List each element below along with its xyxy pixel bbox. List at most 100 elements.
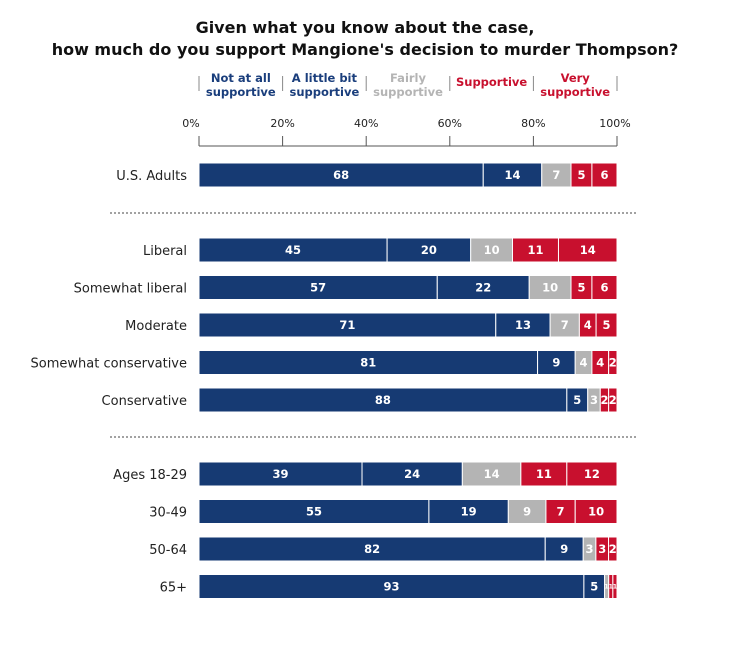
bar-segment — [537, 350, 576, 375]
bar-segment — [557, 237, 618, 263]
bar-segment — [386, 237, 472, 263]
legend-label: Supportive — [456, 75, 527, 89]
bar-segment — [198, 275, 438, 300]
category-label: 50-64 — [149, 543, 187, 558]
data-label: 10 — [588, 505, 604, 519]
bar-segment — [361, 461, 463, 487]
legend-label: supportive — [540, 85, 610, 99]
chart-title-line-2: how much do you support Mangione's decis… — [51, 40, 679, 59]
data-label: 10 — [542, 281, 558, 295]
data-label: 1 — [613, 584, 617, 591]
bar-segment — [544, 536, 584, 562]
bar-segment — [574, 499, 618, 524]
data-label: 14 — [580, 243, 596, 257]
data-label: 3 — [590, 393, 598, 407]
bar-segment — [198, 350, 539, 375]
data-label: 93 — [383, 580, 399, 594]
bar-segment — [198, 461, 363, 487]
data-label: 82 — [364, 542, 380, 556]
category-label: Conservative — [102, 394, 187, 409]
bar-segment — [608, 387, 618, 413]
data-label: 4 — [580, 356, 588, 370]
bar-segment — [566, 461, 618, 487]
legend-label: A little bit — [292, 71, 358, 85]
bar-segment — [549, 312, 580, 338]
data-label: 5 — [573, 393, 581, 407]
data-label: 55 — [306, 505, 322, 519]
category-label: U.S. Adults — [116, 169, 187, 184]
legend-label: Fairly — [390, 71, 426, 85]
data-label: 24 — [404, 467, 420, 481]
legend-label: supportive — [373, 85, 443, 99]
data-label: 11 — [536, 467, 552, 481]
bar-segment — [608, 536, 618, 562]
bar-segment — [198, 312, 497, 338]
x-tick-label: 40% — [354, 117, 378, 130]
legend-label: supportive — [206, 85, 276, 99]
bar-segment — [545, 499, 576, 524]
bar-segment — [612, 574, 618, 599]
category-label: Somewhat conservative — [31, 357, 187, 372]
category-label: Somewhat liberal — [74, 282, 187, 297]
data-label: 13 — [515, 318, 531, 332]
data-label: 45 — [285, 243, 301, 257]
data-label: 5 — [603, 318, 611, 332]
category-label: Ages 18-29 — [113, 468, 187, 483]
data-label: 11 — [527, 243, 543, 257]
data-label: 7 — [552, 168, 560, 182]
data-label: 81 — [360, 356, 376, 370]
bar-segment — [528, 275, 572, 300]
x-tick-label: 0% — [182, 117, 199, 130]
data-label: 9 — [560, 542, 568, 556]
data-label: 10 — [484, 243, 500, 257]
x-tick-label: 80% — [521, 117, 545, 130]
bar-segment — [198, 162, 484, 188]
data-label: 14 — [484, 467, 500, 481]
bar-segment — [461, 461, 522, 487]
bar-segment — [198, 387, 568, 413]
x-tick-label: 60% — [438, 117, 462, 130]
category-label: 30-49 — [149, 506, 187, 521]
legend-label: supportive — [289, 85, 359, 99]
data-label: 3 — [586, 542, 594, 556]
bar-segment — [591, 275, 618, 300]
bar-segment — [541, 162, 572, 188]
bar-segment — [591, 162, 618, 188]
bar-segment — [428, 499, 509, 524]
bar-segment — [198, 237, 388, 263]
data-label: 57 — [310, 281, 326, 295]
data-label: 5 — [577, 168, 585, 182]
data-label: 4 — [596, 356, 604, 370]
bar-segment — [512, 237, 559, 263]
legend-label: Not at all — [211, 71, 271, 85]
data-label: 6 — [600, 168, 608, 182]
data-label: 4 — [584, 318, 592, 332]
legend-label: Very — [561, 71, 591, 85]
data-label: 2 — [609, 542, 617, 556]
data-label: 22 — [475, 281, 491, 295]
data-label: 7 — [557, 505, 565, 519]
data-label: 2 — [609, 393, 617, 407]
x-tick-label: 100% — [599, 117, 630, 130]
category-label: 65+ — [160, 581, 187, 596]
data-label: 1 — [609, 584, 613, 591]
data-label: 2 — [609, 356, 617, 370]
data-label: 68 — [333, 168, 349, 182]
data-label: 1 — [605, 584, 609, 591]
data-label: 5 — [590, 580, 598, 594]
data-label: 14 — [504, 168, 520, 182]
data-label: 88 — [375, 393, 391, 407]
bar-segment — [436, 275, 530, 300]
x-tick-label: 20% — [270, 117, 294, 130]
bar-segment — [482, 162, 543, 188]
data-label: 6 — [600, 281, 608, 295]
bar-segment — [470, 237, 514, 263]
data-label: 19 — [461, 505, 477, 519]
bar-segment — [198, 499, 430, 524]
category-label: Liberal — [143, 244, 187, 259]
category-label: Moderate — [125, 319, 187, 334]
bar-segment — [520, 461, 568, 487]
data-label: 7 — [561, 318, 569, 332]
